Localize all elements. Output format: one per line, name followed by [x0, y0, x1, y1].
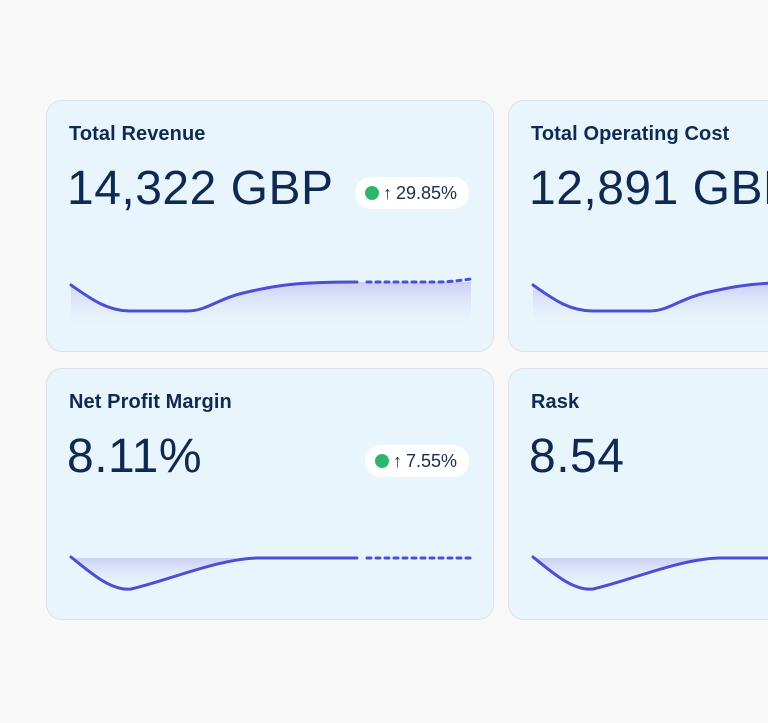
sparkline-actual [531, 555, 768, 591]
sparkline-actual [69, 555, 359, 591]
change-value: 29.85% [395, 182, 457, 203]
card-title: Total Operating Cost [531, 123, 730, 145]
kpi-card-net-profit-margin[interactable]: Net Profit Margin 8.11% ↑ 7.55% [46, 368, 494, 620]
green-dot-icon [374, 454, 389, 468]
sparkline-chart [531, 555, 768, 591]
kpi-card-rask[interactable]: Rask 8.54 [508, 368, 768, 620]
sparkline-actual [531, 281, 768, 313]
kpi-card-total-operating-cost[interactable]: Total Operating Cost 12,891 GBP [508, 100, 768, 352]
sparkline-actual [69, 280, 359, 313]
card-value: 12,891 GBP [529, 162, 768, 215]
arrow-up-icon: ↑ [392, 450, 402, 471]
kpi-card-total-revenue[interactable]: Total Revenue 14,322 GBP ↑ 29.85% [46, 100, 494, 352]
card-value: 14,322 GBP [67, 162, 334, 215]
arrow-up-icon: ↑ [382, 182, 392, 203]
change-badge: ↑ 29.85% [354, 177, 469, 209]
card-title: Total Revenue [69, 123, 206, 145]
card-value: 8.54 [529, 430, 625, 483]
sparkline-chart [69, 277, 473, 325]
sparkline-chart [69, 555, 473, 591]
card-title: Rask [531, 391, 580, 413]
card-title: Net Profit Margin [69, 391, 232, 413]
card-value: 8.11% [67, 430, 203, 483]
sparkline-chart [531, 281, 768, 325]
green-dot-icon [364, 186, 379, 200]
sparkline-forecast [365, 277, 473, 284]
change-value: 7.55% [405, 450, 457, 471]
change-badge: ↑ 7.55% [364, 445, 469, 477]
